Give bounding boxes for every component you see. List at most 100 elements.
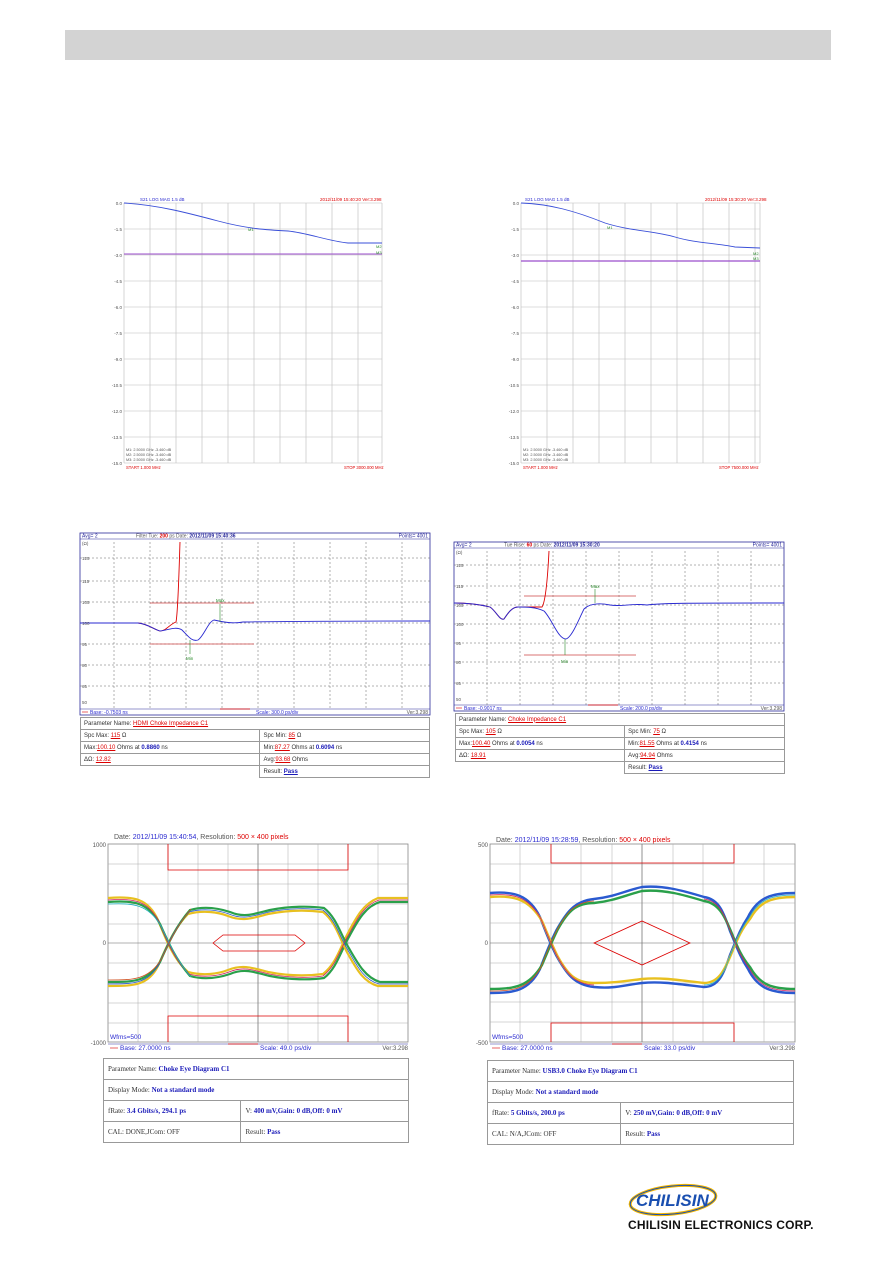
display-mode-cell: Display Mode: Not a standard mode bbox=[487, 1081, 794, 1103]
plot-header-left: S21 LOG MAG 1.5 dB bbox=[140, 197, 185, 202]
result-cell: Result: Pass bbox=[240, 1121, 409, 1143]
eye-parameter-table-left: Parameter Name: Choke Eye Diagram C1 Dis… bbox=[102, 1058, 409, 1143]
result-link[interactable]: Pass bbox=[283, 768, 298, 775]
y-tick: 95 bbox=[82, 642, 88, 647]
y-unit: (Ω) bbox=[456, 550, 463, 555]
logo-wordmark: CHILISIN bbox=[636, 1191, 709, 1210]
marker-readout: M3: 2.5000 GHz -3.460 dB bbox=[126, 458, 172, 462]
parameter-name-cell: Parameter Name: Choke Impedance C1 bbox=[455, 713, 785, 726]
y-tick: -15.0 bbox=[509, 461, 520, 466]
start-frequency: START 1.000 MHz bbox=[126, 465, 161, 470]
plot-header-right: 2012/11/09 15:40:20 Ver:3.298 bbox=[320, 197, 382, 202]
y-top-label: 500 bbox=[478, 843, 489, 849]
spec-min-cell: Spc Min: 75 Ω bbox=[624, 725, 785, 738]
y-tick: 100 bbox=[456, 622, 464, 627]
y-tick: -7.5 bbox=[511, 331, 519, 336]
y-tick: -4.5 bbox=[511, 279, 519, 284]
waveform-count: Wfms=500 bbox=[110, 1034, 142, 1041]
stop-frequency: STOP 7500.000 MHz bbox=[719, 465, 759, 470]
y-tick: -10.5 bbox=[112, 383, 123, 388]
filter-label: Filter Tue: 200 ps Date: 2012/11/09 15:4… bbox=[136, 534, 236, 540]
max-value-cell: Max:100.40 Ohms at 0.0054 ns bbox=[454, 737, 626, 750]
point-count: Points= 4001 bbox=[399, 534, 429, 540]
y-tick: -9.0 bbox=[511, 357, 519, 362]
y-tick: 50 bbox=[82, 700, 88, 705]
parameter-name-cell: Parameter Name: Choke Eye Diagram C1 bbox=[103, 1058, 409, 1080]
eye-parameter-table-right: Parameter Name: USB3.0 Choke Eye Diagram… bbox=[486, 1060, 794, 1145]
y-mid-label: 0 bbox=[103, 941, 107, 947]
y-tick: 0.0 bbox=[513, 201, 520, 206]
tdr-parameter-table-right: Parameter Name: Choke Impedance C1 Spc M… bbox=[454, 713, 785, 774]
min-marker-label: Min bbox=[561, 659, 569, 664]
time-scale: Scale: 300.0 ps/div bbox=[256, 710, 299, 716]
y-tick: -3.0 bbox=[114, 253, 122, 258]
eye-header: Date: 2012/11/09 15:28:59, Resolution: 5… bbox=[496, 837, 671, 844]
plot-header-left: S21 LOG MAG 1.5 dB bbox=[525, 197, 570, 202]
y-tick: -10.5 bbox=[509, 383, 520, 388]
header-bar bbox=[65, 30, 831, 60]
y-tick: 115 bbox=[456, 584, 464, 589]
y-tick: 115 bbox=[82, 579, 90, 584]
delta-cell: ΔΩ: 12.82 bbox=[79, 753, 261, 766]
stop-frequency: STOP 3000.000 MHz bbox=[344, 465, 384, 470]
min-marker-label: Min bbox=[186, 656, 194, 661]
y-tick: -6.0 bbox=[511, 305, 519, 310]
result-link[interactable]: Pass bbox=[648, 764, 663, 771]
parameter-name-cell: Parameter Name: HDMI Choke Impedance C1 bbox=[80, 717, 430, 730]
y-tick: -7.5 bbox=[114, 331, 122, 336]
min-value-cell: Min:87.27 Ohms at 0.6094 ns bbox=[259, 741, 430, 754]
y-bottom-label: -500 bbox=[476, 1041, 489, 1047]
spec-max-cell: Spc Max: 115 Ω bbox=[79, 729, 261, 742]
y-tick: 80 bbox=[456, 660, 462, 665]
time-scale: Scale: 33.0 ps/div bbox=[644, 1045, 696, 1052]
eye-header: Date: 2012/11/09 15:40:54, Resolution: 5… bbox=[114, 834, 289, 841]
result-value: Pass bbox=[267, 1128, 281, 1136]
parameter-name: USB3.0 Choke Eye Diagram C1 bbox=[542, 1067, 638, 1075]
y-tick: 65 bbox=[456, 681, 462, 686]
max-marker-label: Max bbox=[591, 584, 600, 589]
spec-max-cell: Spc Max: 105 Ω bbox=[454, 725, 626, 738]
y-bottom-label: -1000 bbox=[91, 1041, 107, 1047]
y-tick: -6.0 bbox=[114, 305, 122, 310]
result-cell: Result: Pass bbox=[624, 761, 785, 774]
point-count: Points= 4001 bbox=[753, 543, 783, 549]
parameter-name: Choke Eye Diagram C1 bbox=[158, 1065, 230, 1073]
average-count: Avg= 2 bbox=[456, 543, 472, 549]
average-count: Avg= 2 bbox=[82, 534, 98, 540]
rate-cell: fRate: 3.4 Gbits/s, 294.1 ps bbox=[102, 1100, 242, 1122]
marker-readout: M1: 2.5000 GHz -3.460 dB bbox=[126, 448, 172, 452]
version: Ver:3.298 bbox=[769, 1046, 795, 1052]
voltage-gain-cell: V: 400 mV,Gain: 0 dB,Off: 0 mV bbox=[240, 1100, 409, 1122]
marker-label: M1 bbox=[607, 225, 613, 230]
y-tick: 80 bbox=[82, 663, 88, 668]
spec-min-cell: Spc Min: 85 Ω bbox=[259, 729, 430, 742]
start-frequency: START 1.000 MHz bbox=[523, 465, 558, 470]
result-cell: Result: Pass bbox=[259, 765, 430, 778]
marker-label: M3 bbox=[376, 250, 382, 255]
voltage-gain-cell: V: 250 mV,Gain: 0 dB,Off: 0 mV bbox=[620, 1102, 794, 1124]
y-tick: -3.0 bbox=[511, 253, 519, 258]
marker-label: M2 bbox=[753, 251, 759, 256]
tdr-parameter-table-left: Parameter Name: HDMI Choke Impedance C1 … bbox=[79, 717, 430, 778]
y-top-label: 1000 bbox=[93, 843, 107, 849]
calibration-cell: CAL: DONE,JCom: OFF bbox=[102, 1121, 242, 1143]
y-tick: -13.5 bbox=[509, 435, 520, 440]
marker-readout: M2: 2.5000 GHz -3.460 dB bbox=[523, 453, 569, 457]
version: Ver:3.298 bbox=[407, 710, 429, 716]
company-logo: CHILISIN bbox=[628, 1180, 828, 1235]
y-tick: 65 bbox=[82, 684, 88, 689]
marker-label: M3 bbox=[753, 256, 759, 261]
max-marker-label: Max bbox=[216, 598, 225, 603]
marker-label: M1 bbox=[248, 227, 254, 232]
y-tick: -4.5 bbox=[114, 279, 122, 284]
max-value-cell: Max:100.10 Ohms at 0.8860 ns bbox=[79, 741, 261, 754]
y-tick: 105 bbox=[82, 600, 90, 605]
y-tick: 95 bbox=[456, 641, 462, 646]
insertion-loss-chart-right: S21 LOG MAG 1.5 dB 2012/11/09 15:30:20 V… bbox=[505, 195, 785, 470]
base-time: Base: -0.7503 ns bbox=[90, 710, 128, 716]
base-time: Base: -0.9017 ns bbox=[464, 706, 502, 712]
y-unit: (Ω) bbox=[82, 541, 89, 546]
result-value: Pass bbox=[646, 1130, 661, 1138]
y-tick: -12.0 bbox=[112, 409, 123, 414]
company-name: CHILISIN ELECTRONICS CORP. bbox=[628, 1218, 814, 1232]
